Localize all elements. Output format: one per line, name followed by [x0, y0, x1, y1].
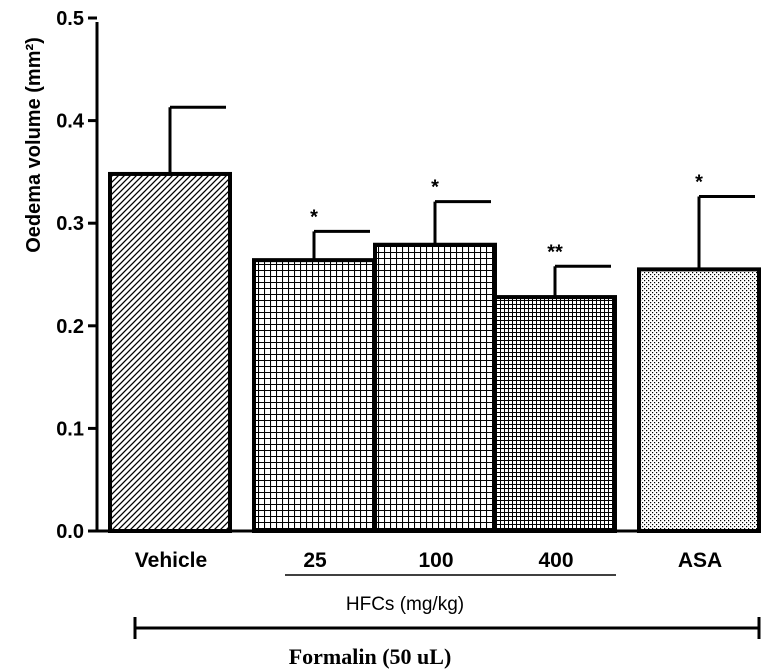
bar-asa [637, 267, 761, 533]
significance-marker: ** [547, 241, 563, 263]
x-axis-categories: Vehicle 25 100 400 ASA [135, 549, 722, 572]
group-label: HFCs (mg/kg) [346, 594, 464, 615]
bar-vehicle [108, 171, 232, 533]
y-axis-label: Oedema volume (mm²) [23, 37, 45, 253]
bar-100 [373, 242, 497, 533]
x-tick-label: 25 [303, 549, 327, 572]
significance-marker: * [695, 172, 703, 194]
significance-marker: * [431, 177, 439, 199]
bar-25 [252, 258, 376, 533]
x-tick-label: Vehicle [135, 549, 207, 572]
x-tick-label: 100 [418, 549, 453, 572]
y-tick-label: 0.3 [56, 213, 84, 235]
y-tick-label: 0.2 [56, 316, 84, 338]
y-tick-label: 0.5 [56, 8, 84, 30]
significance-markers: ***** [310, 172, 703, 264]
x-tick-label: 400 [538, 549, 573, 572]
footer-label: Formalin (50 uL) [289, 644, 452, 669]
y-tick-label: 0.4 [56, 111, 85, 133]
y-tick-label: 0.1 [56, 418, 84, 440]
bar-400 [493, 295, 617, 533]
y-axis-ticks: 0.0 0.1 0.2 0.3 0.4 0.5 [56, 8, 97, 543]
x-tick-label: ASA [678, 549, 722, 572]
error-bars [168, 105, 755, 298]
significance-marker: * [310, 206, 318, 228]
y-tick-label: 0.0 [56, 521, 84, 543]
